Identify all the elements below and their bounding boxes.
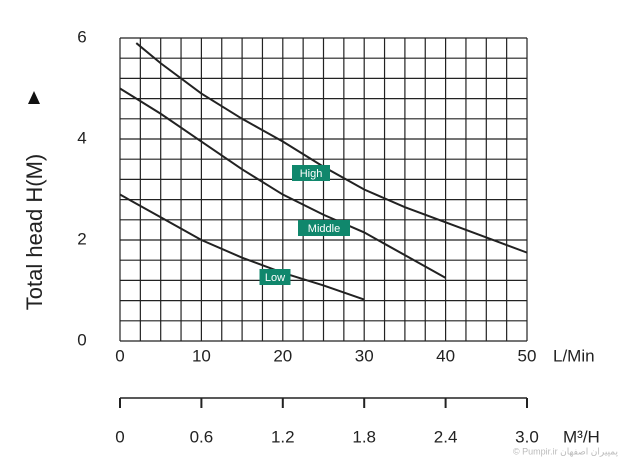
- x2-tick-label: 0: [115, 427, 124, 446]
- axis-arrow: [28, 91, 40, 104]
- series-label-box: [298, 220, 350, 236]
- x2-tick-label: 0.6: [190, 427, 214, 446]
- y-tick-label: 6: [77, 27, 86, 46]
- curve: [119, 193, 365, 301]
- x2-axis-label: M³/H: [563, 427, 600, 446]
- y-tick-label: 4: [77, 128, 86, 147]
- series-label-box: [259, 269, 291, 285]
- x2-tick-label: 3.0: [515, 427, 539, 446]
- x-tick-label: 10: [192, 346, 211, 365]
- x-tick-label: 50: [518, 346, 537, 365]
- curve: [119, 87, 447, 279]
- series-label: Low: [265, 272, 285, 284]
- x-axis-label: L/Min: [553, 346, 595, 365]
- y-tick-label: 2: [77, 229, 86, 248]
- y-tick-label: 0: [77, 330, 86, 349]
- watermark: © Pumpir.ir پمپیران اصفهان: [513, 446, 619, 456]
- x-tick-label: 20: [273, 346, 292, 365]
- x2-tick-label: 2.4: [434, 427, 458, 446]
- x2-tick-label: 1.8: [352, 427, 376, 446]
- x2-tick-label: 1.2: [271, 427, 295, 446]
- series-label: High: [300, 168, 323, 180]
- series-label: Middle: [308, 223, 340, 235]
- x-tick-label: 30: [355, 346, 374, 365]
- x-tick-label: 40: [436, 346, 455, 365]
- y-axis-label: Total head H(M): [22, 154, 47, 311]
- series-label-box: [292, 165, 330, 181]
- x-tick-label: 0: [115, 346, 124, 365]
